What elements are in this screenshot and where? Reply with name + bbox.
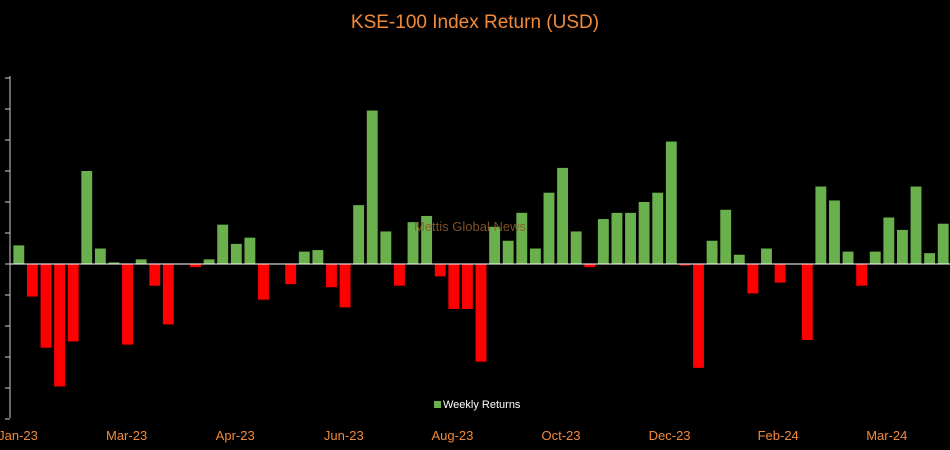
bar [652,192,664,264]
bar [869,251,881,264]
bar [924,253,936,264]
bar [502,240,514,264]
bar [761,248,772,264]
bar [801,264,813,340]
bar [489,226,501,264]
bar [108,262,120,264]
bar [570,231,582,264]
x-tick-label: Feb-24 [758,428,799,443]
bar [40,264,52,348]
x-tick-label: Mar-23 [106,428,147,443]
bar [829,200,840,264]
bar-series [13,110,949,387]
bar [135,259,147,264]
bar [366,110,378,264]
legend: Weekly Returns [434,399,521,411]
bar [733,254,745,264]
bar [910,186,922,264]
watermark-text: Mettis Global News [414,219,526,234]
bar [298,251,310,264]
bar [54,264,66,387]
bar [679,264,691,266]
bar [597,219,609,264]
x-axis-tick-labels: Jan-23 Mar-23 Apr-23 Jun-23 Aug-23 Oct-23 Dec-… [0,428,907,443]
x-tick-label: Apr-23 [216,428,255,443]
bar [842,251,854,264]
x-tick-label: Jun-23 [324,428,364,443]
bar [434,264,446,277]
bar [26,264,38,297]
bar [584,264,596,268]
bar [13,245,25,264]
bar [285,264,297,285]
bar [543,192,555,264]
bar [815,186,827,264]
bar [230,243,242,264]
bar [856,264,868,286]
y-axis-ticks [5,77,10,420]
bar [421,215,433,264]
bar [380,231,392,264]
bar [774,264,786,283]
bar [407,222,419,264]
bar [557,167,569,264]
legend-swatch [434,401,441,408]
bar [258,264,269,300]
bar [883,217,895,264]
bar [475,264,487,362]
bar [81,171,93,264]
bar [720,209,732,264]
bar [516,212,528,264]
bar [67,264,79,342]
bar [162,264,174,325]
bar [203,259,215,264]
chart-title: KSE-100 Index Return (USD) [351,12,599,33]
x-tick-label: Mar-24 [866,428,907,443]
legend-label: Weekly Returns [443,399,521,411]
bar [326,264,337,288]
bar [394,264,405,286]
bar [339,264,351,308]
bar [529,248,541,264]
bar [190,264,201,268]
bar [706,240,718,264]
bar [638,202,650,264]
bar [244,237,256,264]
bar [611,212,623,264]
x-tick-label: Oct-23 [541,428,580,443]
bar [122,264,133,345]
bar [937,223,949,264]
x-tick-label: Aug-23 [431,428,473,443]
bar [747,264,759,294]
bar [896,229,908,264]
bar [312,250,324,264]
bar [149,264,161,286]
x-tick-label: Jan-23 [0,428,38,443]
x-tick-label: Dec-23 [649,428,691,443]
bar [625,212,636,264]
bar [353,205,365,264]
bar [461,264,473,309]
bar [693,264,704,368]
bar [665,141,677,264]
bar [94,248,106,264]
bar [448,264,460,309]
bar [217,224,229,264]
